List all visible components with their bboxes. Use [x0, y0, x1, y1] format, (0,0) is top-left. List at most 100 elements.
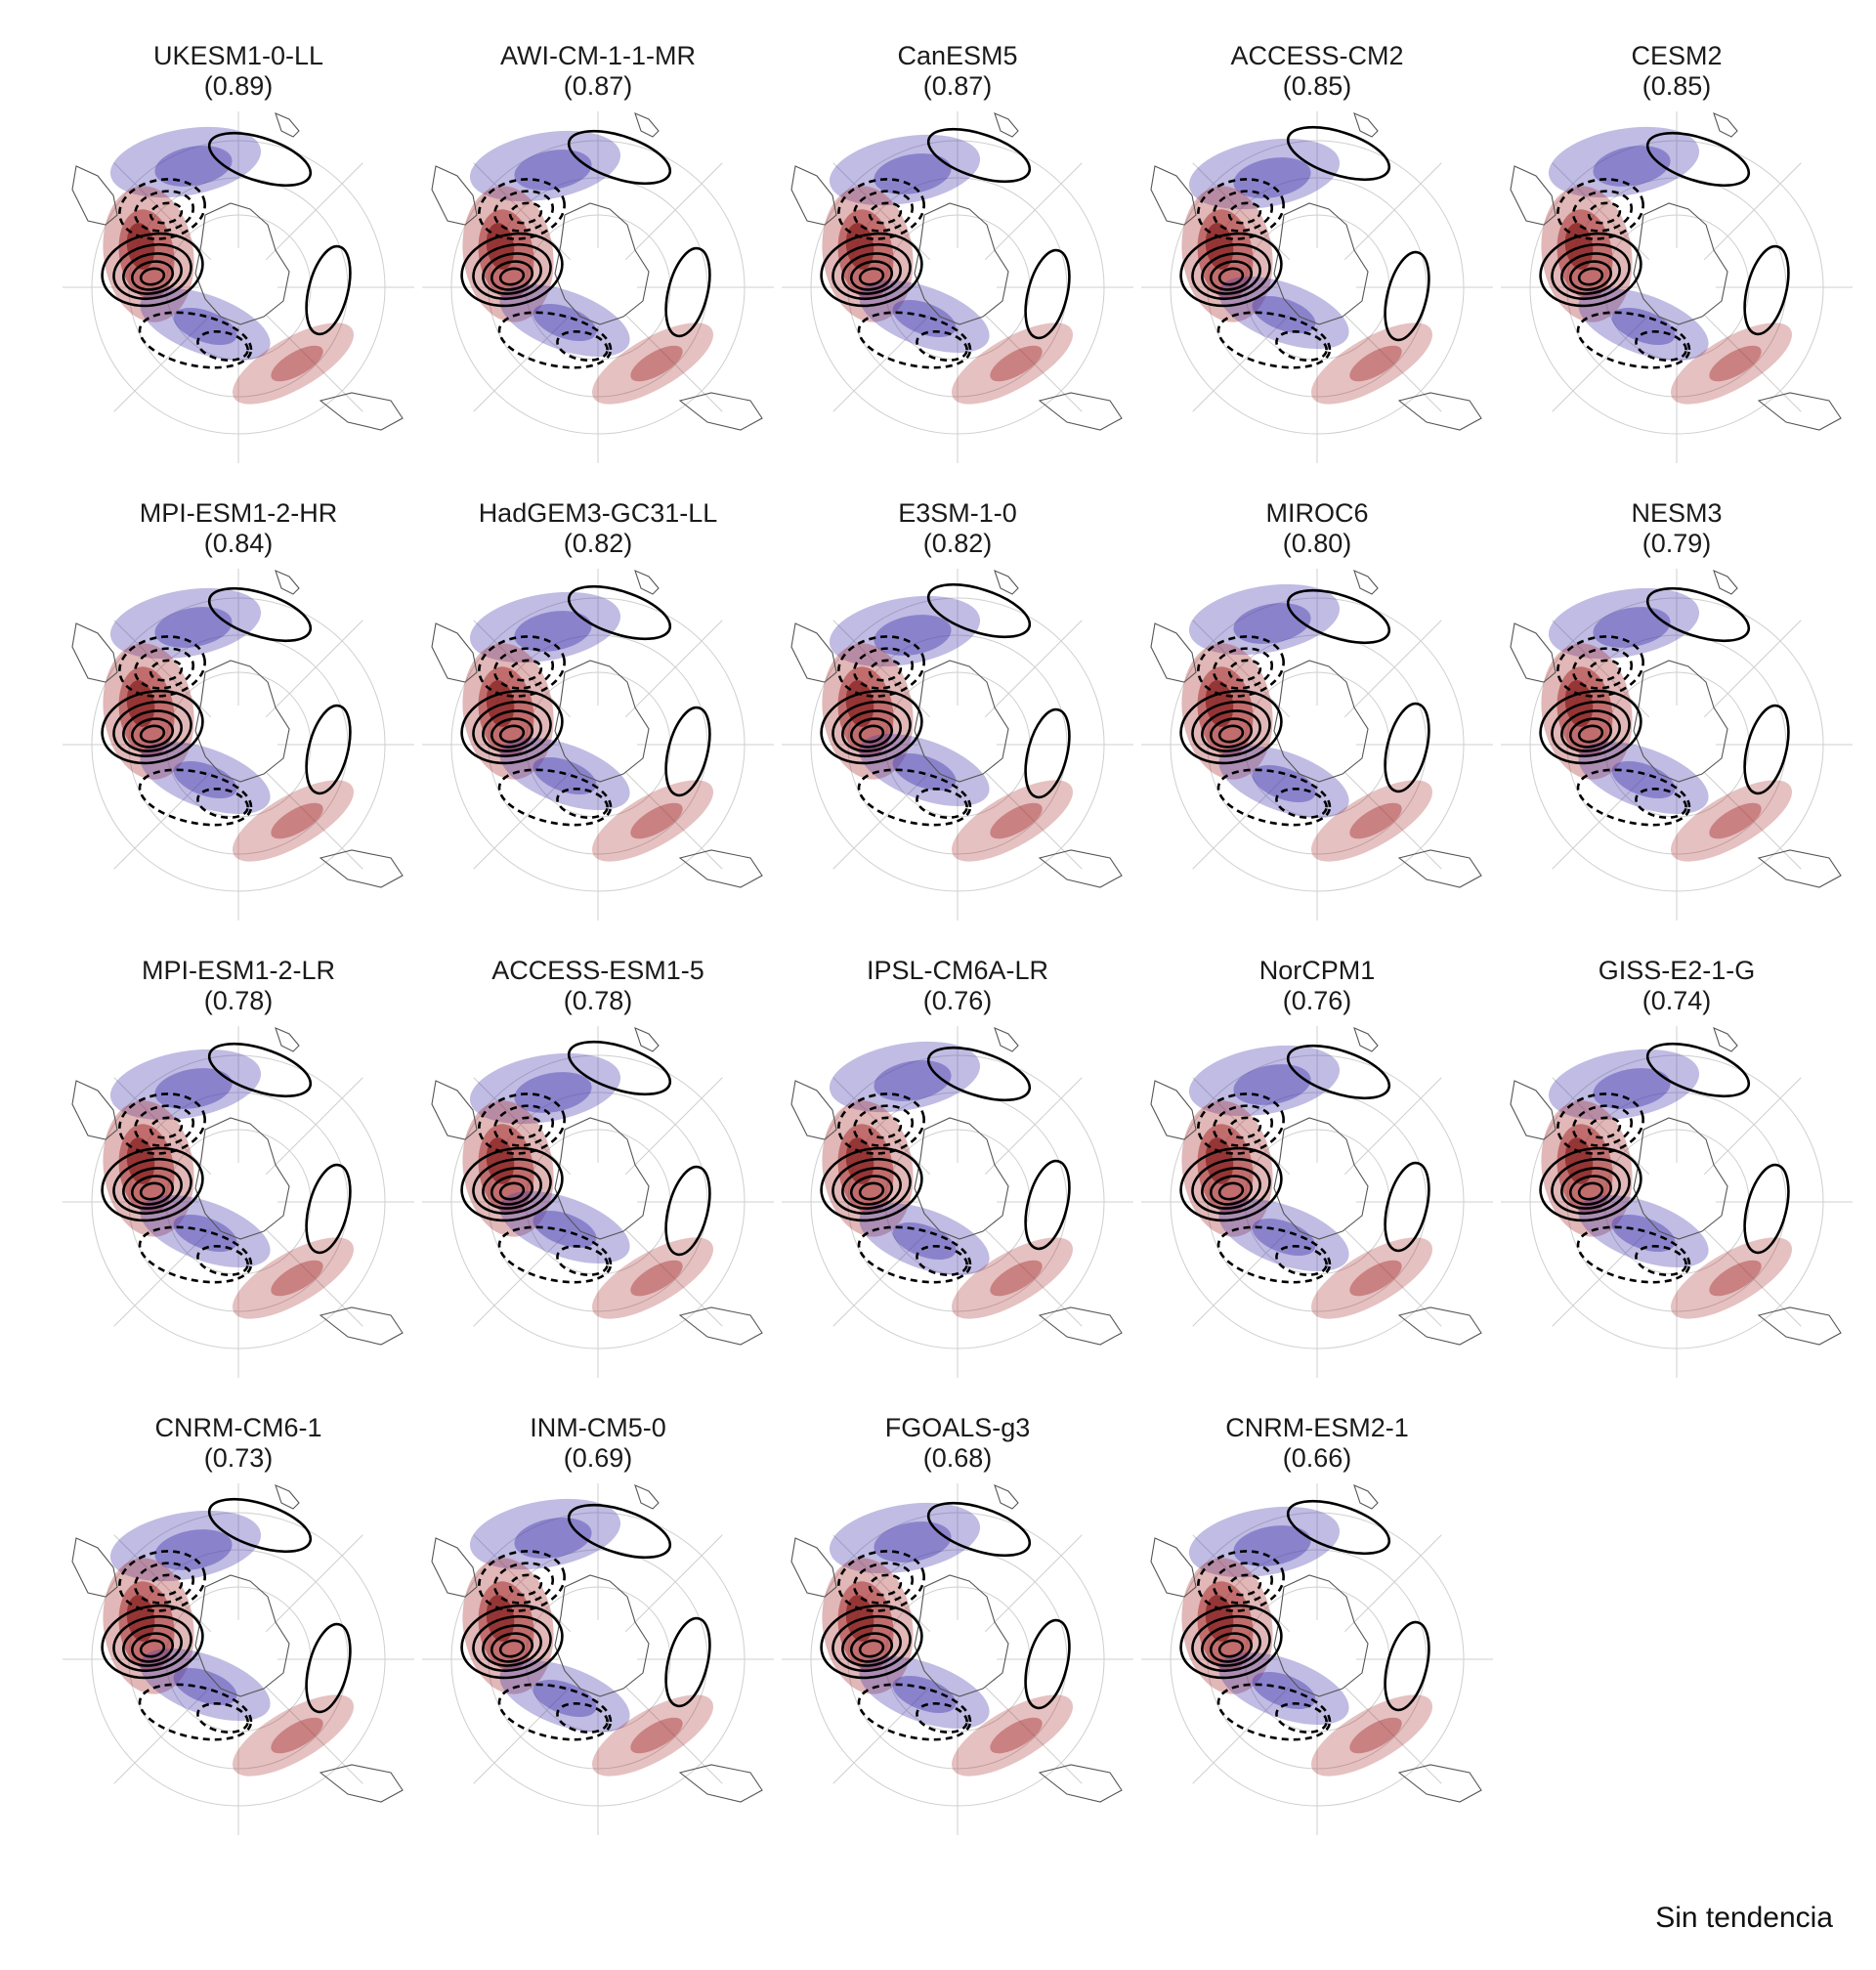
meridian-line [1552, 1077, 1650, 1176]
pattern-correlation: (0.76) [1282, 986, 1352, 1015]
australia-coastline [319, 1306, 404, 1346]
shaded-anomalies [462, 1498, 713, 1777]
polar-stereographic-map [422, 569, 774, 921]
positive-contour [482, 709, 542, 752]
panel-title: CNRM-ESM2-1 (0.66) [1137, 1413, 1497, 1474]
negative-contour [837, 1092, 925, 1155]
africa-coastline [1353, 112, 1379, 138]
negative-contour [1227, 201, 1262, 225]
meridian-line [473, 162, 572, 261]
negative-contour [196, 1244, 249, 1277]
south-america-coastline [1150, 1080, 1197, 1140]
positive-contour [498, 267, 526, 286]
positive-contour [1209, 1632, 1254, 1663]
south-america-coastline [431, 1537, 478, 1598]
negative-anomaly-core [1233, 1525, 1311, 1566]
meridian-line [1703, 771, 1802, 870]
positive-anomaly [1671, 1237, 1792, 1319]
positive-contour [1179, 232, 1283, 308]
negative-contour [916, 1244, 968, 1277]
south-america-coastline [431, 622, 478, 683]
positive-contour [831, 701, 912, 757]
panel-title: AWI-CM-1-1-MR (0.87) [418, 41, 778, 102]
negative-anomaly-core [533, 756, 597, 795]
positive-contour [1568, 1175, 1613, 1206]
shaded-anomalies [822, 1502, 1073, 1777]
positive-contour [820, 232, 923, 308]
positive-contour [1539, 689, 1642, 765]
polar-stereographic-map [782, 569, 1133, 921]
polar-stereographic-map [63, 1483, 414, 1835]
negative-anomaly [109, 1510, 262, 1582]
model-panel: HadGEM3-GC31-LL (0.82) [418, 457, 778, 921]
polar-stereographic-map [63, 111, 414, 463]
africa-coastline [994, 112, 1019, 138]
shaded-anomalies [822, 1041, 1073, 1319]
negative-contour [133, 647, 195, 690]
meridian-line [984, 314, 1083, 412]
meridian-line [265, 314, 363, 412]
australia-coastline [319, 392, 404, 431]
positive-contour [1568, 260, 1613, 291]
positive-contour [139, 1639, 166, 1658]
contours [101, 1042, 352, 1284]
model-panel: ACCESS-CM2 (0.85) [1137, 0, 1497, 463]
australia-coastline [319, 849, 404, 888]
negative-contour [857, 768, 972, 827]
pattern-correlation: (0.89) [203, 71, 274, 101]
meridian-line [1343, 1534, 1442, 1633]
positive-anomaly-core [1349, 1717, 1402, 1754]
africa-coastline [275, 1484, 300, 1510]
meridian-line [624, 162, 723, 261]
negative-contour [1587, 1116, 1622, 1139]
panel-title: ACCESS-ESM1-5 (0.78) [418, 956, 778, 1016]
south-america-coastline [790, 165, 837, 226]
positive-contour [305, 704, 352, 795]
positive-anomaly [952, 1237, 1073, 1319]
negative-anomaly-core [892, 752, 957, 792]
model-name: AWI-CM-1-1-MR [500, 41, 696, 70]
model-panel: FGOALS-g3 (0.68) [778, 1372, 1137, 1835]
model-name: CanESM5 [897, 41, 1018, 70]
positive-anomaly-core [1349, 1260, 1402, 1297]
model-panel: AWI-CM-1-1-MR (0.87) [418, 0, 778, 463]
positive-contour [1384, 1620, 1430, 1712]
positive-contour [112, 1615, 192, 1672]
positive-anomaly [1311, 322, 1432, 405]
negative-contour [1275, 1244, 1328, 1277]
positive-contour [472, 1158, 552, 1215]
positive-anomaly [233, 322, 354, 405]
contours [820, 582, 1071, 827]
model-name: MPI-ESM1-2-HR [139, 498, 338, 528]
meridian-line [113, 771, 212, 870]
negative-contour [492, 1562, 555, 1605]
positive-contour [305, 1622, 352, 1714]
africa-coastline [275, 570, 300, 595]
negative-anomaly [469, 1052, 621, 1125]
negative-anomaly-core [1611, 1214, 1676, 1253]
meridian-line [1703, 162, 1802, 261]
negative-anomaly-core [1252, 1671, 1316, 1710]
antarctica-coastline [554, 660, 650, 783]
positive-contour [101, 1146, 204, 1222]
polar-stereographic-map [1141, 1483, 1493, 1835]
positive-anomaly-core [630, 1260, 683, 1297]
polar-stereographic-map [422, 1483, 774, 1835]
positive-anomaly-core [990, 345, 1043, 382]
pattern-correlation: (0.76) [922, 986, 993, 1015]
panel-title: MIROC6 (0.80) [1137, 498, 1497, 559]
africa-coastline [1353, 1027, 1379, 1052]
meridian-line [265, 1534, 363, 1633]
positive-contour [490, 1632, 534, 1663]
south-america-coastline [1150, 165, 1197, 226]
positive-anomaly-core [990, 802, 1043, 839]
positive-contour [1201, 709, 1261, 752]
meridian-line [473, 1686, 572, 1784]
positive-contour [567, 129, 672, 186]
meridian-line [1192, 162, 1291, 261]
antarctica-coastline [914, 1117, 1009, 1240]
panel-title: MPI-ESM1-2-HR (0.84) [59, 498, 418, 559]
negative-anomaly-core [874, 615, 952, 656]
negative-contour [837, 1550, 925, 1612]
negative-anomaly [1188, 1506, 1341, 1578]
